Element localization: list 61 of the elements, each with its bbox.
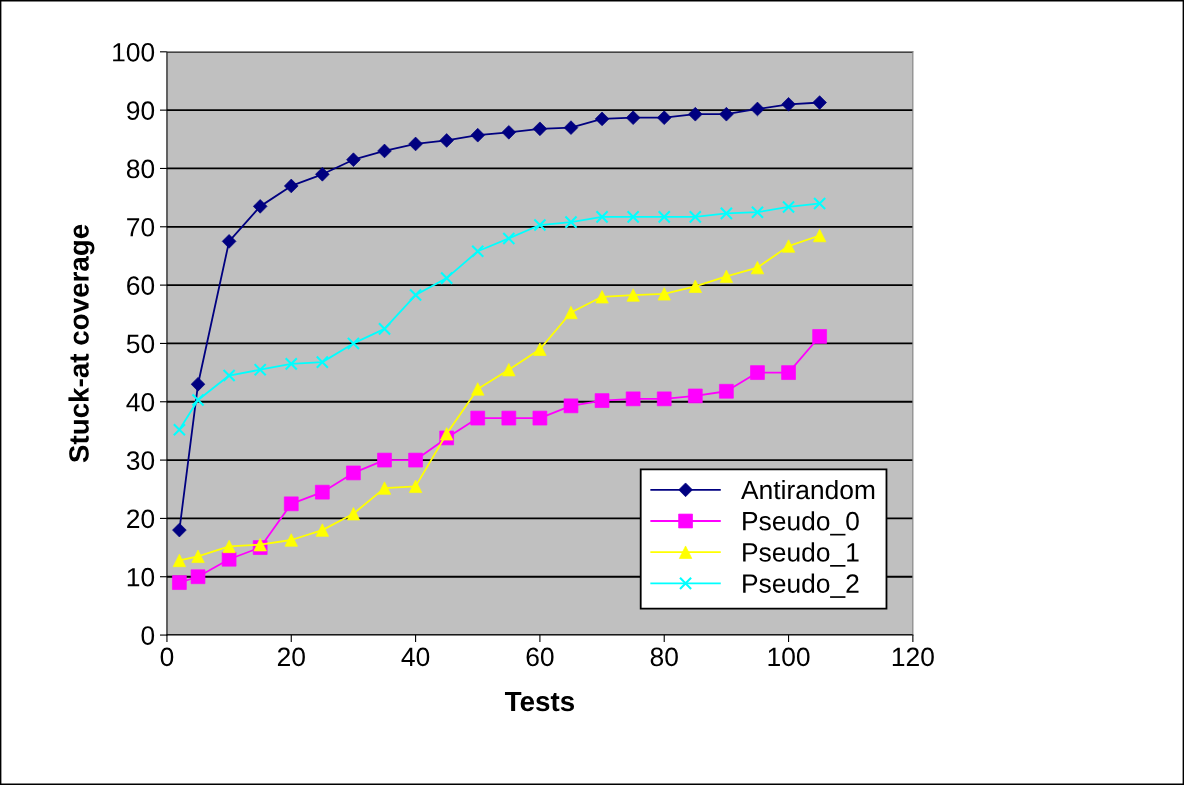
point: [501, 410, 517, 426]
point: [172, 423, 186, 437]
y-tick-label: 50: [126, 334, 155, 354]
point: [719, 383, 734, 399]
y-tick-label: 40: [126, 392, 155, 412]
point: [813, 196, 827, 211]
legend-label: Pseudo_2: [743, 573, 859, 598]
y-tick-label: 90: [127, 101, 155, 120]
point: [172, 553, 186, 568]
y-tick-label: 70: [127, 217, 155, 237]
x-tick-label: 0: [160, 647, 174, 667]
y-tick-label: 10: [127, 567, 155, 587]
point: [408, 136, 423, 152]
point: [284, 357, 298, 371]
x-axis-title: Tests: [504, 691, 575, 712]
point: [377, 322, 392, 336]
point: [221, 234, 237, 249]
x-tick-label: 100: [768, 647, 810, 667]
y-tick-label: 100: [113, 42, 155, 62]
point: [781, 200, 796, 214]
x-tick-label: 120: [892, 647, 934, 667]
point: [502, 231, 516, 246]
point: [315, 484, 330, 500]
x-tick-label: 80: [650, 647, 678, 667]
point: [346, 336, 361, 351]
y-tick-label: 80: [126, 159, 155, 179]
point: [172, 575, 187, 590]
legend-label: Antirandom: [741, 479, 875, 500]
legend-label: Pseudo_0: [743, 511, 859, 536]
x-tick-label: 40: [401, 647, 430, 667]
point: [222, 368, 236, 383]
y-tick-label: 60: [127, 276, 155, 295]
point: [564, 215, 578, 229]
point: [440, 271, 454, 285]
point: [595, 210, 609, 224]
point: [688, 388, 703, 404]
point: [191, 393, 205, 407]
y-tick-label: 20: [127, 509, 155, 529]
y-axis-title: Stuck-at coverage: [68, 224, 95, 463]
point: [315, 355, 329, 369]
point: [750, 205, 765, 219]
point: [688, 210, 702, 224]
y-tick-label: 30: [126, 451, 155, 470]
point: [656, 391, 672, 407]
point: [172, 522, 187, 538]
y-tick-label: 0: [141, 626, 155, 645]
point: [252, 199, 268, 214]
point: [626, 210, 640, 224]
point: [408, 288, 423, 302]
point: [657, 210, 671, 224]
point: [719, 269, 733, 283]
point: [532, 410, 548, 426]
point: [190, 377, 206, 392]
point: [471, 244, 485, 258]
point: [253, 363, 267, 377]
x-tick-label: 20: [277, 647, 305, 667]
legend-label: Pseudo_1: [743, 542, 859, 567]
point: [750, 101, 765, 117]
point: [533, 218, 547, 232]
x-tick-label: 60: [526, 647, 554, 667]
point: [719, 206, 733, 220]
